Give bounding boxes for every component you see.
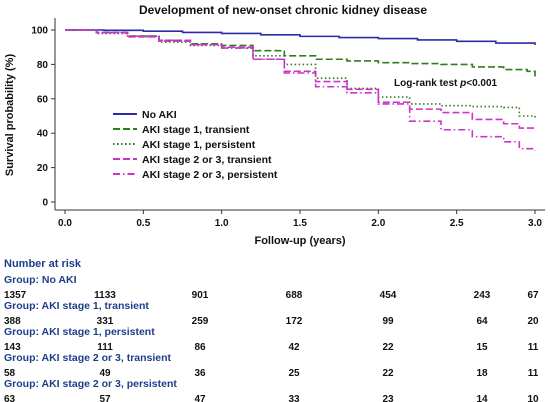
risk-count: 143 — [4, 342, 21, 353]
risk-count: 14 — [476, 394, 488, 402]
risk-count: 15 — [476, 342, 488, 353]
legend-label-1: AKI stage 1, transient — [142, 124, 250, 136]
risk-count: 49 — [99, 368, 111, 379]
risk-count: 1357 — [4, 290, 27, 301]
log-rank-annotation: Log-rank test p<0.001 — [394, 78, 498, 89]
risk-count: 172 — [286, 316, 303, 327]
x-tick-label: 3.0 — [528, 218, 542, 229]
x-tick-label: 1.5 — [293, 218, 307, 229]
risk-count: 36 — [194, 368, 206, 379]
risk-count: 63 — [4, 394, 16, 402]
risk-count: 57 — [99, 394, 111, 402]
series-line-2 — [65, 29, 536, 120]
x-tick-label: 1.0 — [215, 218, 229, 229]
risk-count: 22 — [382, 368, 394, 379]
risk-count: 99 — [382, 316, 394, 327]
y-tick-label: 40 — [37, 129, 49, 140]
risk-count: 11 — [528, 368, 539, 379]
x-axis-ticks: 0.0 0.5 1.0 1.5 2.0 2.5 3.0 — [58, 210, 542, 229]
risk-count: 22 — [382, 342, 394, 353]
legend: No AKI AKI stage 1, transient AKI stage 1,… — [113, 109, 278, 181]
risk-count: 11 — [528, 342, 539, 353]
risk-table-header: Number at risk — [4, 258, 82, 270]
legend-label-3: AKI stage 2 or 3, transient — [142, 154, 272, 166]
legend-label-2: AKI stage 1, persistent — [142, 139, 256, 151]
legend-label-4: AKI stage 2 or 3, persistent — [142, 169, 278, 181]
risk-count: 58 — [4, 368, 16, 379]
risk-count: 86 — [194, 342, 206, 353]
risk-count: 67 — [527, 290, 539, 301]
risk-count: 111 — [97, 342, 113, 353]
series-line-4 — [65, 29, 536, 151]
risk-group-label: Group: AKI stage 2 or 3, transient — [4, 352, 172, 364]
chart-title: Development of new-onset chronic kidney … — [139, 3, 427, 17]
risk-count: 23 — [382, 394, 394, 402]
y-tick-label: 80 — [37, 60, 49, 71]
legend-label-0: No AKI — [142, 109, 177, 121]
series-line-0 — [65, 29, 536, 45]
y-tick-label: 20 — [37, 163, 49, 174]
risk-count: 25 — [288, 368, 300, 379]
x-tick-label: 0.0 — [58, 218, 72, 229]
risk-count: 388 — [4, 316, 21, 327]
risk-count: 64 — [476, 316, 488, 327]
y-axis-label: Survival probability (%) — [4, 54, 16, 177]
y-tick-label: 0 — [42, 198, 48, 209]
risk-count: 331 — [97, 316, 114, 327]
risk-count: 243 — [474, 290, 491, 301]
y-axis-ticks: 0 20 40 60 80 100 — [31, 26, 55, 209]
risk-count: 10 — [527, 394, 539, 402]
risk-count: 1133 — [94, 290, 116, 301]
risk-count: 20 — [527, 316, 539, 327]
risk-count: 454 — [380, 290, 397, 301]
y-tick-label: 60 — [37, 94, 49, 105]
risk-count: 901 — [192, 290, 209, 301]
risk-group-label: Group: AKI stage 2 or 3, persistent — [4, 378, 177, 390]
risk-count: 18 — [476, 368, 488, 379]
x-tick-label: 2.0 — [371, 218, 385, 229]
risk-count: 259 — [192, 316, 209, 327]
risk-count: 688 — [286, 290, 303, 301]
risk-count: 42 — [288, 342, 300, 353]
risk-group-label: Group: AKI stage 1, persistent — [4, 326, 155, 338]
y-tick-label: 100 — [31, 26, 48, 37]
risk-group-label: Group: No AKI — [4, 274, 77, 286]
x-tick-label: 2.5 — [450, 218, 464, 229]
risk-count: 47 — [194, 394, 206, 402]
series-lines — [65, 29, 536, 151]
x-tick-label: 0.5 — [136, 218, 150, 229]
x-axis-label: Follow-up (years) — [254, 235, 345, 247]
risk-count: 33 — [288, 394, 300, 402]
risk-group-label: Group: AKI stage 1, transient — [4, 300, 149, 312]
